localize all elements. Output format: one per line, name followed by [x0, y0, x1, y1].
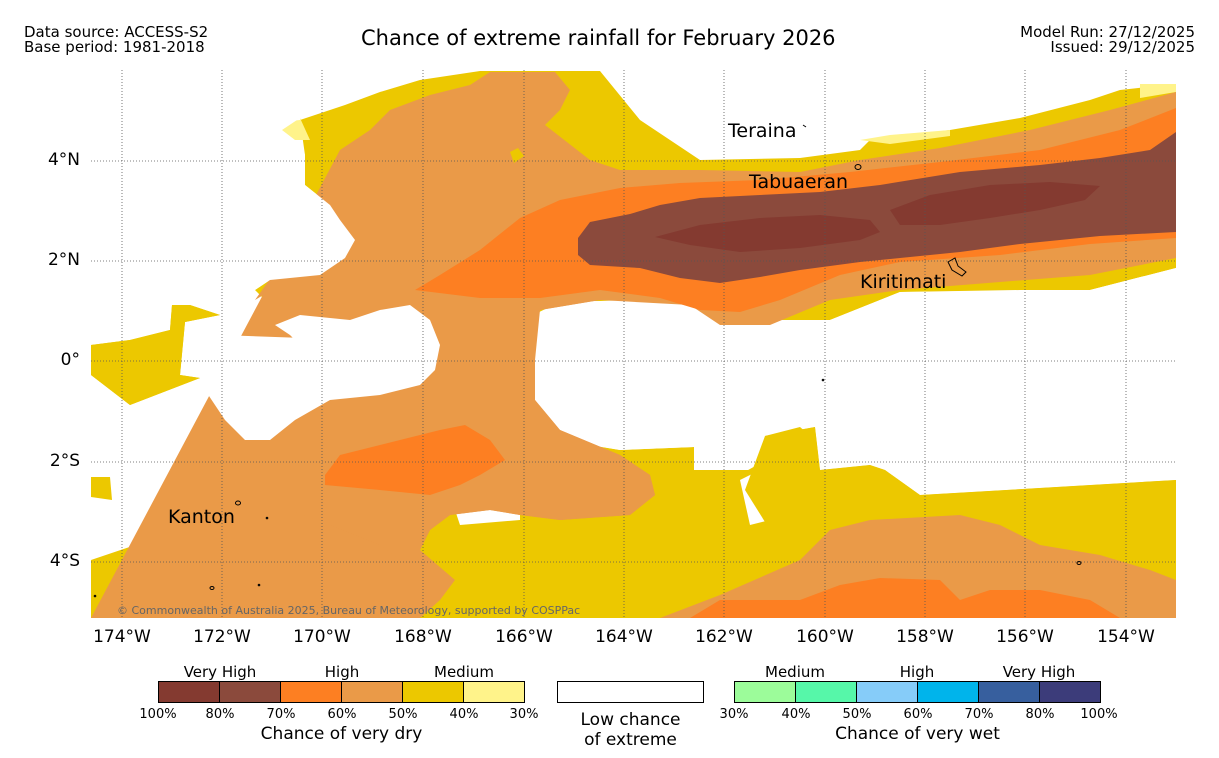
legend-wet-tick: 80% [1025, 707, 1055, 722]
teraina-outline [802, 124, 807, 128]
legend-wet-caption: Chance of very wet [835, 724, 1000, 744]
lon-label: 158°W [896, 627, 954, 647]
lat-label: 4°N [47, 150, 80, 170]
legend-wet-tick: 40% [781, 707, 811, 722]
legend-wet-swatch [857, 681, 918, 703]
legend-dry-swatch [342, 681, 403, 703]
dry-medium-light-zone [282, 84, 1176, 144]
islet-outline [821, 378, 825, 382]
lon-label: 166°W [495, 627, 553, 647]
legend-dry-tick: 40% [449, 707, 479, 722]
lon-label: 154°W [1097, 627, 1155, 647]
map-graticule [91, 70, 1176, 618]
lon-label: 172°W [193, 627, 251, 647]
legend-dry-label: Medium [434, 663, 494, 681]
lon-label: 164°W [595, 627, 653, 647]
lon-label: 168°W [394, 627, 452, 647]
kanton-outline [235, 500, 241, 506]
legend-dry-tick: 100% [139, 707, 177, 722]
lon-label: 174°W [93, 627, 151, 647]
legend-dry-tick: 50% [388, 707, 418, 722]
lon-label: 160°W [796, 627, 854, 647]
legend-dry-tick: 60% [327, 707, 357, 722]
model-run-label: Model Run: 27/12/2025 [1020, 23, 1195, 41]
legend-low-swatch [557, 681, 704, 703]
rainfall-map [91, 70, 1176, 618]
lat-label: 0° [60, 350, 80, 370]
dry-medium-islet [510, 148, 524, 163]
place-label-kanton: Kanton [168, 506, 235, 528]
dry-medium-patches [745, 427, 1176, 545]
low-chance-holes-west [91, 70, 440, 440]
legend-wet-tick: 30% [719, 707, 749, 722]
legend-wet-swatch [734, 681, 796, 703]
tabuaeran-outline [854, 164, 862, 170]
legend-dry-swatch [464, 681, 525, 703]
legend-wet-swatch [979, 681, 1040, 703]
island-outlines [93, 124, 1082, 598]
legend-dry-swatch [281, 681, 342, 703]
legend-wet-swatch [796, 681, 857, 703]
place-label-kiritimati: Kiritimati [860, 271, 947, 293]
legend-dry-tick: 70% [266, 707, 296, 722]
base-period-label: Base period: 1981-2018 [24, 38, 205, 56]
kiritimati-outline [947, 257, 967, 277]
legend-low-caption-1: Low chance [580, 710, 681, 730]
legend-wet-tick: 70% [964, 707, 994, 722]
legend-wet-label: Very High [1002, 663, 1076, 681]
data-source-label: Data source: ACCESS-S2 [24, 23, 209, 41]
lon-label: 162°W [695, 627, 753, 647]
lat-label: 4°S [49, 551, 80, 571]
place-label-teraina: Teraina [728, 120, 797, 142]
place-label-tabuaeran: Tabuaeran [749, 171, 849, 193]
legend-wet-tick: 60% [903, 707, 933, 722]
legend-dry-tick: 30% [509, 707, 539, 722]
legend-low-caption-2: of extreme [584, 730, 677, 750]
legend-wet-swatch [1040, 681, 1101, 703]
legend-wet-tick: 100% [1080, 707, 1118, 722]
legend-dry-swatch [403, 681, 464, 703]
legend-dry-caption: Chance of very dry [260, 724, 423, 744]
dry-very-high-dark-zone [655, 182, 1100, 252]
issued-label: Issued: 29/12/2025 [1050, 38, 1195, 56]
islet-outline [257, 583, 261, 587]
dry-medium-west-patches [91, 305, 220, 405]
legend-wet-swatch [918, 681, 979, 703]
lon-label: 156°W [996, 627, 1054, 647]
lon-label: 170°W [293, 627, 351, 647]
legend-wet-tick: 50% [842, 707, 872, 722]
islet-outline [1076, 561, 1082, 565]
legend-wet-label: High [899, 663, 935, 681]
lat-label: 2°N [47, 250, 80, 270]
legend-dry-swatch [220, 681, 281, 703]
legend-dry-label: High [324, 663, 360, 681]
islet-outline [93, 594, 97, 598]
copyright-notice: © Commonwealth of Australia 2025, Bureau… [117, 604, 581, 617]
lat-label: 2°S [49, 451, 80, 471]
map-title: Chance of extreme rainfall for February … [361, 26, 836, 50]
legend-dry-tick: 80% [205, 707, 235, 722]
legend-wet-label: Medium [765, 663, 825, 681]
islet-outline [265, 516, 269, 520]
legend-dry-swatch [158, 681, 220, 703]
islet-outline [209, 586, 215, 590]
legend-dry-label: Very High [183, 663, 257, 681]
